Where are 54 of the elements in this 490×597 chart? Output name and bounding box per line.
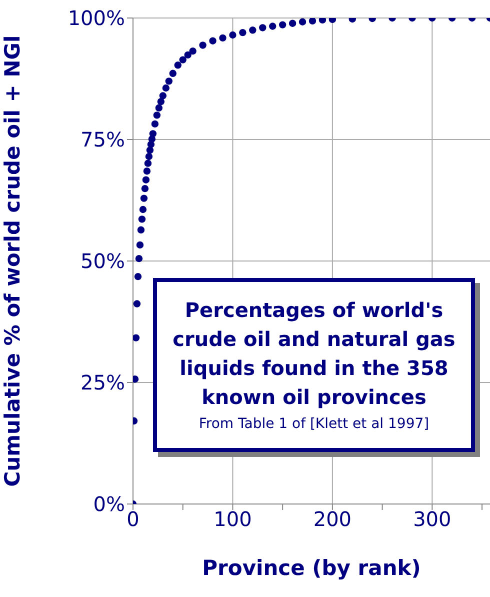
point: [135, 254, 143, 262]
x-tick-label: 200: [313, 507, 352, 532]
y-tick-label: 50%: [80, 249, 125, 274]
point: [145, 152, 153, 160]
point: [219, 34, 226, 42]
point: [179, 56, 186, 64]
point: [288, 20, 296, 27]
point: [184, 51, 192, 59]
point: [149, 130, 157, 138]
point: [139, 206, 147, 214]
point: [174, 62, 182, 69]
x-tick-label: 0: [126, 507, 140, 532]
point: [318, 18, 326, 24]
point: [140, 194, 148, 202]
point: [308, 18, 316, 25]
point: [142, 176, 150, 184]
point: [209, 37, 216, 44]
annotation: Percentages of world's crude oil and natural gas liquids found in the 358 known oil provinces: [172, 297, 456, 411]
point: [169, 70, 176, 78]
point: [143, 167, 151, 175]
y-tick-label: 75%: [80, 128, 125, 152]
point: [133, 300, 141, 308]
point: [239, 28, 246, 36]
x-tick-label: 300: [413, 507, 452, 532]
annotation: From Table 1 of [Klett et al 1997]: [198, 416, 430, 432]
point: [298, 18, 306, 26]
y-tick-label: 25%: [80, 370, 125, 395]
point: [278, 21, 286, 28]
point: [229, 31, 236, 39]
point: [165, 78, 172, 85]
point: [136, 241, 144, 249]
point: [259, 24, 266, 32]
point: [146, 146, 154, 154]
point: [153, 112, 161, 119]
point: [137, 226, 145, 234]
point: [199, 42, 206, 49]
point: [144, 160, 152, 167]
point: [141, 184, 149, 192]
point: [138, 216, 146, 223]
point: [269, 22, 276, 30]
y-axis-title: Cumulative % of world crude oil + NGl: [0, 35, 24, 487]
x-tick-label: 100: [214, 507, 252, 532]
y-tick-label: 100%: [68, 6, 125, 30]
point: [159, 92, 167, 100]
x-axis-title: Province (by rank): [202, 556, 421, 580]
point: [151, 120, 159, 128]
point: [189, 47, 196, 55]
point: [155, 104, 163, 112]
point: [133, 334, 140, 342]
y-tick-label: 0%: [93, 492, 125, 516]
point: [134, 272, 142, 280]
point: [162, 84, 170, 92]
point: [157, 98, 165, 106]
point: [249, 26, 256, 34]
